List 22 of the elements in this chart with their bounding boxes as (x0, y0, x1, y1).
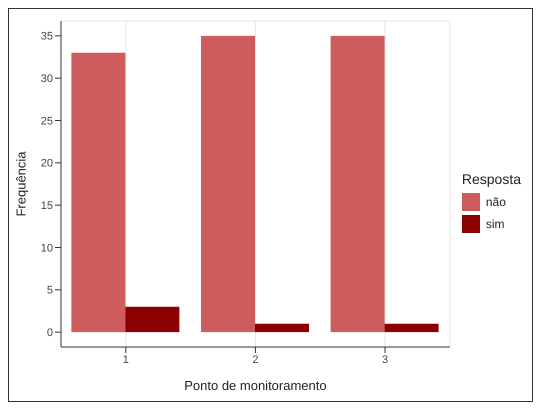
bar (254, 324, 309, 332)
x-tick-label: 2 (252, 354, 258, 366)
bar (200, 36, 255, 332)
y-tick-label: 10 (40, 242, 53, 254)
y-tick-label: 25 (40, 115, 53, 128)
x-tick-label: 1 (122, 354, 129, 366)
y-tick-label: 20 (40, 158, 53, 170)
y-tick-label: 5 (46, 284, 53, 297)
y-tick-label: 30 (40, 73, 53, 86)
bar (330, 36, 385, 332)
legend-label: sim (486, 217, 505, 231)
legend-label: não (486, 195, 506, 209)
bar (125, 306, 180, 332)
y-tick-label: 0 (46, 327, 53, 340)
legend-title: Resposta (462, 171, 521, 187)
x-axis-title: Ponto de monitoramento (184, 378, 327, 394)
bar (384, 324, 439, 332)
y-tick-label: 15 (40, 200, 53, 212)
x-tick-label: 3 (382, 354, 388, 366)
bar (71, 52, 126, 332)
y-tick-label: 35 (40, 30, 53, 43)
y-axis-title: Frequência (14, 150, 29, 217)
